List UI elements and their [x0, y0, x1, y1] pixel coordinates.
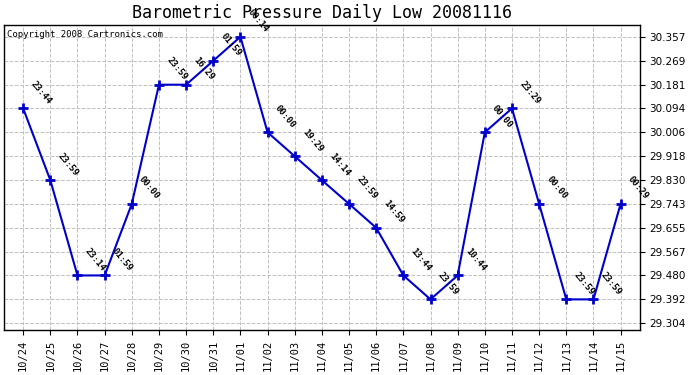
- Text: 01:59: 01:59: [110, 246, 135, 273]
- Text: 01:59: 01:59: [219, 32, 243, 58]
- Text: 00:29: 00:29: [626, 175, 651, 201]
- Text: 00:00: 00:00: [491, 103, 515, 129]
- Text: 00:00: 00:00: [544, 175, 569, 201]
- Text: 00:14: 00:14: [246, 8, 270, 34]
- Text: 23:14: 23:14: [83, 246, 107, 273]
- Text: 23:59: 23:59: [436, 270, 460, 297]
- Text: 13:44: 13:44: [409, 246, 433, 273]
- Text: 19:29: 19:29: [300, 127, 324, 153]
- Text: 23:59: 23:59: [164, 56, 188, 82]
- Text: 10:44: 10:44: [463, 246, 487, 273]
- Text: 16:29: 16:29: [192, 56, 216, 82]
- Text: 14:59: 14:59: [382, 199, 406, 225]
- Text: 23:59: 23:59: [572, 270, 596, 297]
- Text: 23:44: 23:44: [29, 79, 53, 106]
- Text: Copyright 2008 Cartronics.com: Copyright 2008 Cartronics.com: [8, 30, 164, 39]
- Title: Barometric Pressure Daily Low 20081116: Barometric Pressure Daily Low 20081116: [132, 4, 512, 22]
- Text: 00:00: 00:00: [137, 175, 161, 201]
- Text: 23:29: 23:29: [518, 79, 542, 106]
- Text: 23:59: 23:59: [355, 175, 379, 201]
- Text: 00:00: 00:00: [273, 103, 297, 129]
- Text: 14:14: 14:14: [328, 151, 352, 177]
- Text: 23:59: 23:59: [599, 270, 623, 297]
- Text: 23:59: 23:59: [56, 151, 80, 177]
